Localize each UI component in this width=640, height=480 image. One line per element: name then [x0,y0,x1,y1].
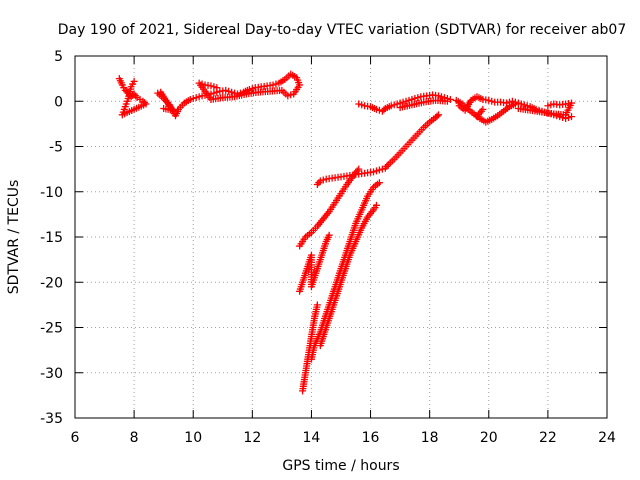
x-tick-label: 24 [598,430,616,446]
x-tick-label: 10 [184,430,202,446]
y-tick-label: -20 [40,275,63,291]
series-arc-2 [154,70,304,120]
y-tick-label: -15 [40,230,63,246]
series-arc-7 [313,111,443,189]
y-tick-label: 5 [54,49,63,65]
series-arc-5 [316,201,380,350]
x-tick-label: 14 [303,430,321,446]
y-tick-label: -35 [40,411,63,427]
y-tick-label: -5 [49,140,63,156]
plot-frame [74,55,608,419]
data-point-marker [157,88,165,96]
x-tick-label: 16 [362,430,380,446]
y-tick-label: -25 [40,321,63,337]
data-point-marker [313,301,321,309]
x-tick-label: 12 [243,430,261,446]
x-tick-label: 8 [130,430,139,446]
series-arc-8 [355,91,454,115]
x-tick-label: 18 [421,430,439,446]
data-point-marker [544,102,552,110]
y-axis-ticks: 5 0 -5 -10 -15 -20 -25 -30 -35 [40,49,607,427]
y-tick-label: -10 [40,185,63,201]
data-point-marker [479,105,487,113]
series-arc-4 [296,231,333,295]
y-axis-label: SDTVAR / TECUs [6,180,22,295]
data-point-marker [375,179,383,187]
grid-lines [75,56,607,418]
chart-title: Day 190 of 2021, Sidereal Day-to-day VTE… [58,22,627,38]
data-point-marker [130,77,138,85]
data-point-marker [435,111,443,119]
y-tick-label: -30 [40,366,63,382]
data-points [115,70,576,395]
data-point-marker [433,112,441,120]
data-point-marker [213,84,221,92]
x-tick-label: 20 [480,430,498,446]
x-tick-label: 22 [539,430,557,446]
y-tick-label: 0 [54,94,63,110]
series-arc-1 [115,75,150,119]
data-point-marker [325,231,333,239]
data-point-marker [568,113,576,121]
x-axis-label: GPS time / hours [282,458,399,474]
data-point-marker [443,97,451,105]
data-point-marker [372,201,380,209]
x-axis-ticks: 6 8 10 12 14 16 18 20 22 24 [71,56,616,446]
series-arc-6 [296,165,363,250]
series-arc-3 [299,179,383,395]
series-arc-9 [452,93,576,126]
x-tick-label: 6 [71,430,80,446]
